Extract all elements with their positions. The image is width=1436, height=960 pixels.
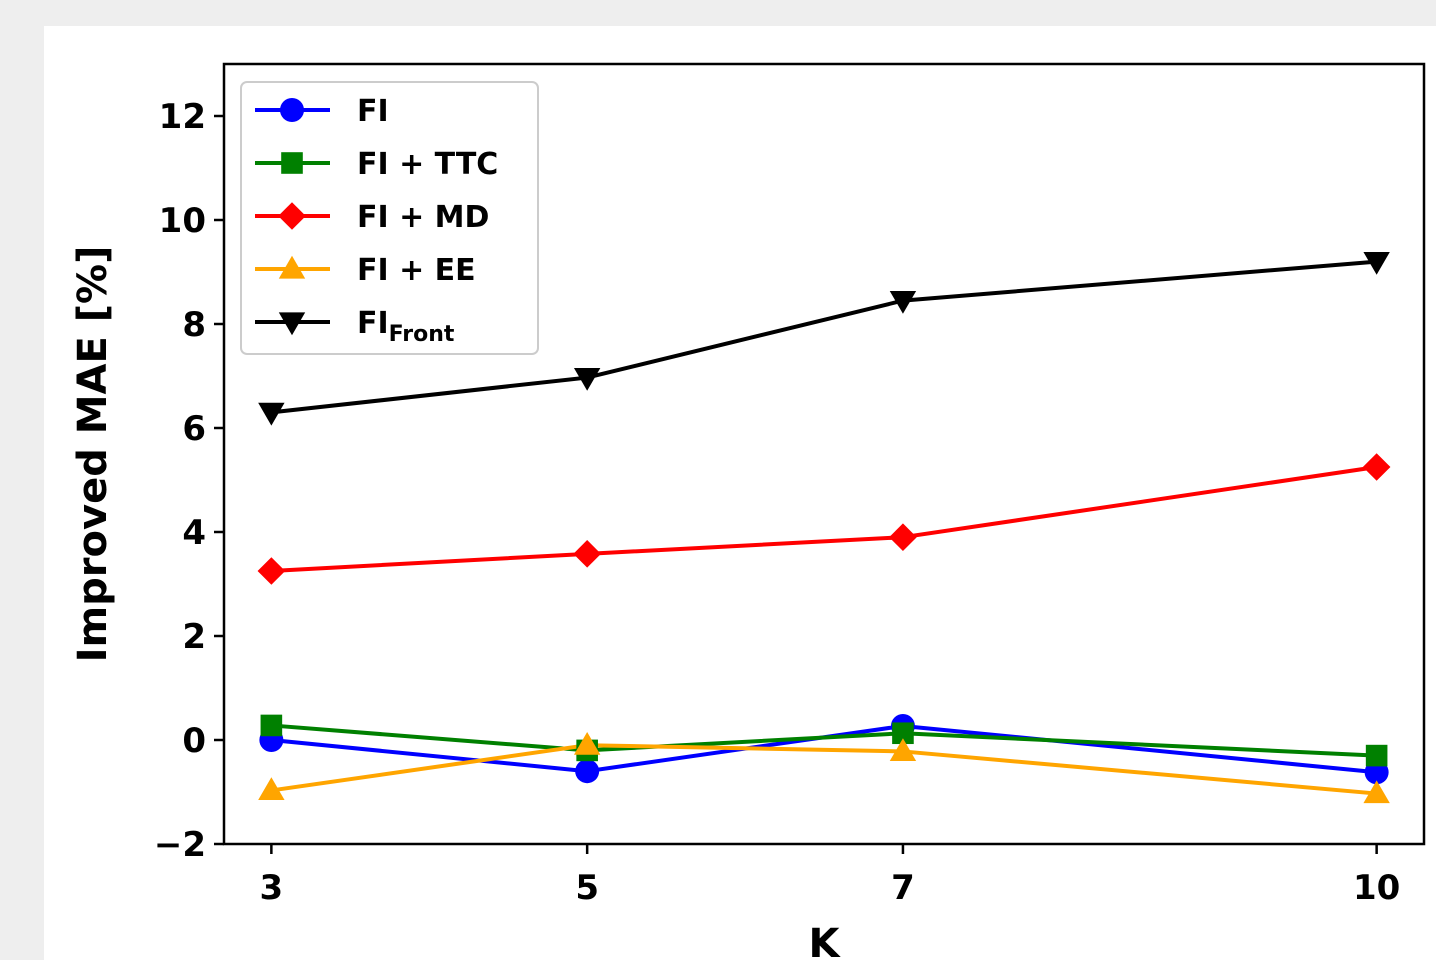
legend-marker [278,312,306,336]
legend-label: FI + TTC [357,147,498,182]
data-point-s2-3 [892,722,914,745]
data-point-s2-4 [1365,744,1388,767]
series-line-2 [271,723,1377,758]
legend-label: FI [357,94,389,129]
x-axis-label: K [809,921,842,960]
data-point-s5-1 [258,402,285,426]
legend-marker [278,255,306,279]
data-point-s4-1 [258,777,285,801]
legend-marker [278,202,306,230]
data-point-s3-4 [1362,453,1391,481]
y-tick-label: 8 [182,305,206,345]
data-point-s3-1 [257,557,286,585]
x-tick-label: 3 [260,868,284,908]
y-tick-label: 4 [182,513,206,553]
data-point-s5-2 [573,367,601,391]
data-point-s2-1 [260,714,283,737]
series-line-5 [271,259,1377,415]
legend-box [240,81,539,355]
x-tick-label: 5 [575,868,599,908]
data-point-s3-2 [573,540,601,568]
data-point-s4-3 [889,738,917,762]
x-tick-label: 7 [891,868,915,908]
legend-label: FI + EE [357,253,476,288]
y-tick-label: 12 [159,97,206,137]
y-tick-label: −2 [154,825,206,865]
x-tick-label: 10 [1353,868,1400,908]
legend-marker [280,98,304,122]
data-point-s3-3 [889,523,917,551]
y-tick-label: 6 [182,409,206,449]
data-point-s4-4 [1363,780,1390,804]
y-tick-label: 10 [159,201,206,241]
plot-frame [222,62,1426,846]
data-point-s4-2 [573,732,601,755]
series-line-3 [271,465,1377,573]
data-point-s5-4 [1363,252,1390,275]
legend-marker [281,152,303,174]
y-tick-label: 0 [182,721,206,761]
y-axis-label: Improved MAE [%] [70,246,116,663]
y-tick-label: 2 [182,617,206,657]
legend-label: FI + MD [357,200,489,235]
data-point-s1-2 [575,759,600,784]
data-point-s5-3 [889,291,917,314]
series-line-4 [271,743,1377,796]
